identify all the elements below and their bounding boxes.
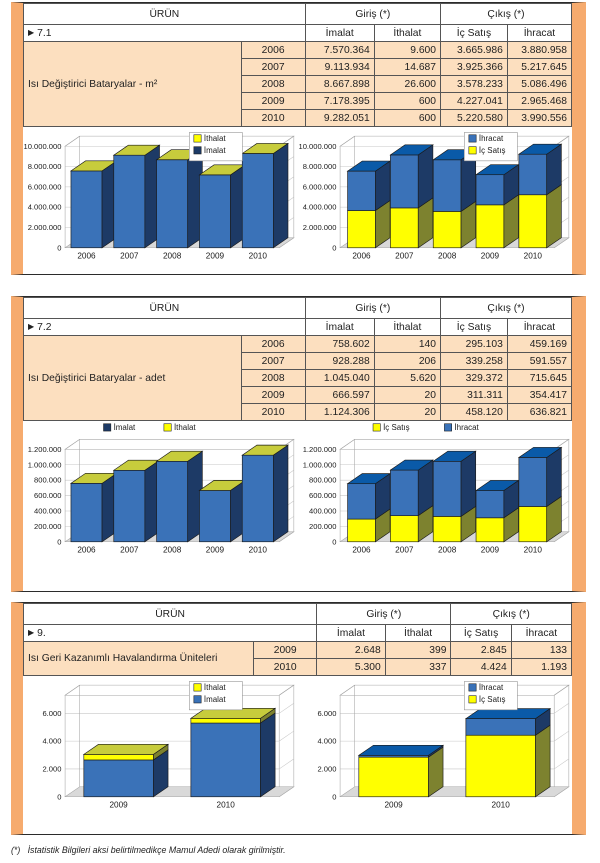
svg-text:2009: 2009 bbox=[480, 252, 499, 261]
svg-text:2006: 2006 bbox=[77, 252, 96, 261]
svg-text:İthalat: İthalat bbox=[204, 134, 226, 143]
svg-text:2006: 2006 bbox=[77, 546, 96, 555]
svg-text:8.000.000: 8.000.000 bbox=[28, 162, 62, 171]
svg-text:0: 0 bbox=[57, 792, 61, 801]
svg-text:2.000: 2.000 bbox=[317, 765, 336, 774]
svg-text:2008: 2008 bbox=[437, 252, 456, 261]
svg-text:2009: 2009 bbox=[206, 252, 225, 261]
svg-text:6.000: 6.000 bbox=[317, 709, 336, 718]
svg-text:2.000.000: 2.000.000 bbox=[302, 223, 336, 232]
svg-text:0: 0 bbox=[332, 243, 336, 252]
svg-text:2010: 2010 bbox=[491, 801, 510, 810]
svg-text:İmalat: İmalat bbox=[114, 423, 136, 432]
svg-text:0: 0 bbox=[57, 537, 61, 546]
svg-text:200.000: 200.000 bbox=[34, 522, 61, 531]
svg-text:İmalat: İmalat bbox=[204, 695, 226, 704]
svg-text:2009: 2009 bbox=[384, 801, 403, 810]
svg-text:2.000.000: 2.000.000 bbox=[28, 223, 62, 232]
svg-text:2010: 2010 bbox=[523, 546, 542, 555]
svg-text:10.000.000: 10.000.000 bbox=[298, 142, 336, 151]
svg-text:0: 0 bbox=[332, 792, 336, 801]
svg-text:İhracat: İhracat bbox=[478, 134, 503, 143]
svg-text:2006: 2006 bbox=[352, 252, 371, 261]
svg-text:1.000.000: 1.000.000 bbox=[302, 460, 336, 469]
svg-text:2007: 2007 bbox=[120, 546, 139, 555]
svg-text:İthalat: İthalat bbox=[204, 683, 226, 692]
svg-text:2007: 2007 bbox=[395, 252, 414, 261]
svg-text:2009: 2009 bbox=[480, 546, 499, 555]
svg-text:800.000: 800.000 bbox=[309, 476, 336, 485]
svg-text:0: 0 bbox=[57, 243, 61, 252]
svg-text:600.000: 600.000 bbox=[309, 491, 336, 500]
svg-text:2010: 2010 bbox=[249, 546, 268, 555]
svg-text:6.000.000: 6.000.000 bbox=[28, 182, 62, 191]
svg-text:1.200.000: 1.200.000 bbox=[302, 445, 336, 454]
svg-text:2009: 2009 bbox=[206, 546, 225, 555]
svg-text:8.000.000: 8.000.000 bbox=[302, 162, 336, 171]
svg-text:2010: 2010 bbox=[217, 801, 236, 810]
svg-text:4.000: 4.000 bbox=[42, 737, 61, 746]
svg-text:İç Satış: İç Satış bbox=[478, 695, 505, 704]
svg-text:4.000: 4.000 bbox=[317, 737, 336, 746]
svg-text:2010: 2010 bbox=[523, 252, 542, 261]
svg-text:İç Satış: İç Satış bbox=[383, 423, 410, 432]
svg-text:2009: 2009 bbox=[109, 801, 128, 810]
svg-text:İmalat: İmalat bbox=[204, 146, 226, 155]
svg-text:600.000: 600.000 bbox=[34, 491, 61, 500]
svg-text:2008: 2008 bbox=[163, 546, 182, 555]
svg-text:2.000: 2.000 bbox=[42, 765, 61, 774]
svg-text:2007: 2007 bbox=[120, 252, 139, 261]
svg-text:İthalat: İthalat bbox=[174, 423, 196, 432]
svg-text:İç Satış: İç Satış bbox=[478, 146, 505, 155]
svg-text:2006: 2006 bbox=[352, 546, 371, 555]
svg-text:4.000.000: 4.000.000 bbox=[302, 203, 336, 212]
svg-text:İhracat: İhracat bbox=[478, 683, 503, 692]
svg-text:400.000: 400.000 bbox=[309, 507, 336, 516]
svg-text:4.000.000: 4.000.000 bbox=[28, 203, 62, 212]
svg-text:2008: 2008 bbox=[163, 252, 182, 261]
svg-text:İhracat: İhracat bbox=[454, 423, 479, 432]
svg-text:1.200.000: 1.200.000 bbox=[28, 445, 62, 454]
svg-text:400.000: 400.000 bbox=[34, 507, 61, 516]
svg-text:2010: 2010 bbox=[249, 252, 268, 261]
svg-text:2008: 2008 bbox=[437, 546, 456, 555]
svg-text:800.000: 800.000 bbox=[34, 476, 61, 485]
svg-text:2007: 2007 bbox=[395, 546, 414, 555]
svg-text:6.000.000: 6.000.000 bbox=[302, 182, 336, 191]
svg-text:200.000: 200.000 bbox=[309, 522, 336, 531]
svg-text:1.000.000: 1.000.000 bbox=[28, 460, 62, 469]
svg-text:10.000.000: 10.000.000 bbox=[23, 142, 61, 151]
svg-text:6.000: 6.000 bbox=[42, 709, 61, 718]
svg-text:0: 0 bbox=[332, 537, 336, 546]
